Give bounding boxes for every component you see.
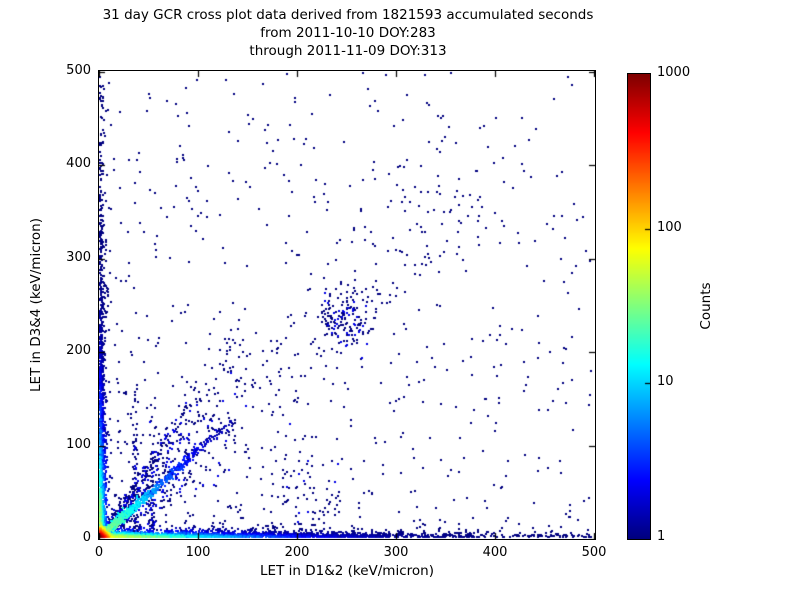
x-tick-label: 500 — [581, 545, 607, 560]
colorbar-tick-label: 1 — [657, 529, 666, 544]
colorbar-tick-label: 100 — [657, 219, 682, 235]
y-tick-label: 0 — [82, 530, 91, 545]
y-tick-label: 200 — [66, 343, 91, 359]
scatter-plot-area — [98, 70, 596, 540]
x-tick-label: 0 — [94, 545, 104, 560]
x-tick-label: 200 — [284, 545, 310, 560]
chart-title-line-3: through 2011-11-09 DOY:313 — [249, 43, 447, 59]
chart-title: 31 day GCR cross plot data derived from … — [58, 6, 638, 60]
colorbar-tick-label: 1000 — [657, 65, 691, 80]
x-tick-label: 400 — [482, 545, 508, 560]
chart-title-line-2: from 2011-10-10 DOY:283 — [260, 25, 436, 41]
colorbar — [627, 73, 651, 540]
y-tick-label: 400 — [66, 156, 91, 172]
x-tick-label: 300 — [383, 545, 409, 560]
y-tick-label: 100 — [66, 436, 91, 452]
x-tick-label: 100 — [185, 545, 211, 560]
colorbar-label: Counts — [698, 282, 714, 330]
y-tick-label: 500 — [66, 63, 91, 78]
y-axis-label: LET in D3&4 (keV/micron) — [28, 218, 44, 392]
chart-title-line-1: 31 day GCR cross plot data derived from … — [102, 7, 594, 23]
x-axis-label: LET in D1&2 (keV/micron) — [260, 563, 434, 579]
colorbar-tick-label: 10 — [657, 374, 674, 390]
y-tick-label: 300 — [66, 249, 91, 265]
